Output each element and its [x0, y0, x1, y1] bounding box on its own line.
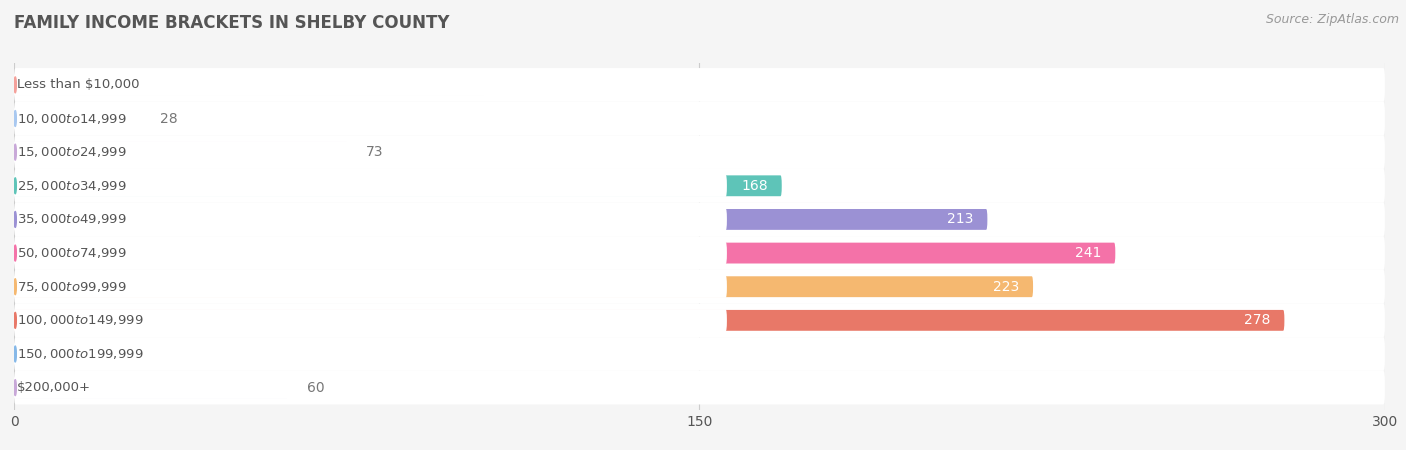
Text: 73: 73: [366, 145, 384, 159]
Text: 223: 223: [993, 280, 1019, 294]
Text: 168: 168: [741, 179, 768, 193]
Text: $75,000 to $99,999: $75,000 to $99,999: [17, 280, 127, 294]
Text: 28: 28: [160, 112, 179, 126]
FancyBboxPatch shape: [14, 141, 727, 163]
Circle shape: [14, 378, 17, 397]
Circle shape: [14, 243, 17, 263]
FancyBboxPatch shape: [14, 270, 1385, 304]
Text: 101: 101: [436, 347, 463, 361]
FancyBboxPatch shape: [14, 74, 727, 96]
FancyBboxPatch shape: [14, 175, 727, 197]
Circle shape: [14, 144, 17, 160]
Text: 241: 241: [1076, 246, 1102, 260]
Text: Source: ZipAtlas.com: Source: ZipAtlas.com: [1265, 14, 1399, 27]
Circle shape: [14, 178, 17, 194]
FancyBboxPatch shape: [14, 310, 1285, 331]
Text: 103: 103: [444, 78, 471, 92]
FancyBboxPatch shape: [14, 68, 1385, 102]
FancyBboxPatch shape: [14, 377, 727, 399]
Circle shape: [14, 77, 17, 93]
Circle shape: [14, 176, 17, 196]
Circle shape: [14, 312, 17, 328]
Circle shape: [14, 346, 17, 362]
FancyBboxPatch shape: [14, 243, 1115, 264]
Text: $200,000+: $200,000+: [17, 381, 91, 394]
FancyBboxPatch shape: [14, 276, 1033, 297]
FancyBboxPatch shape: [14, 108, 727, 130]
FancyBboxPatch shape: [14, 343, 727, 365]
Text: $10,000 to $14,999: $10,000 to $14,999: [17, 112, 127, 126]
FancyBboxPatch shape: [14, 176, 782, 196]
Circle shape: [14, 108, 17, 128]
Circle shape: [14, 111, 17, 126]
FancyBboxPatch shape: [14, 343, 475, 365]
Text: $25,000 to $34,999: $25,000 to $34,999: [17, 179, 127, 193]
FancyBboxPatch shape: [14, 74, 485, 95]
FancyBboxPatch shape: [14, 209, 987, 230]
FancyBboxPatch shape: [14, 337, 1385, 371]
FancyBboxPatch shape: [14, 236, 1385, 270]
FancyBboxPatch shape: [14, 377, 288, 398]
Circle shape: [14, 277, 17, 297]
FancyBboxPatch shape: [14, 142, 347, 162]
Circle shape: [14, 210, 17, 230]
Circle shape: [14, 75, 17, 95]
Circle shape: [14, 310, 17, 330]
Text: Less than $10,000: Less than $10,000: [17, 78, 139, 91]
FancyBboxPatch shape: [14, 304, 1385, 337]
FancyBboxPatch shape: [14, 275, 727, 298]
FancyBboxPatch shape: [14, 208, 727, 230]
FancyBboxPatch shape: [14, 108, 142, 129]
Text: $35,000 to $49,999: $35,000 to $49,999: [17, 212, 127, 226]
FancyBboxPatch shape: [14, 371, 1385, 405]
Text: $100,000 to $149,999: $100,000 to $149,999: [17, 313, 143, 327]
Text: $15,000 to $24,999: $15,000 to $24,999: [17, 145, 127, 159]
FancyBboxPatch shape: [14, 202, 1385, 236]
Circle shape: [14, 142, 17, 162]
FancyBboxPatch shape: [14, 309, 727, 332]
Text: $50,000 to $74,999: $50,000 to $74,999: [17, 246, 127, 260]
FancyBboxPatch shape: [14, 169, 1385, 202]
Text: $150,000 to $199,999: $150,000 to $199,999: [17, 347, 143, 361]
Circle shape: [14, 279, 17, 295]
Circle shape: [14, 212, 17, 227]
Circle shape: [14, 344, 17, 364]
Text: 278: 278: [1244, 313, 1271, 327]
FancyBboxPatch shape: [14, 242, 727, 264]
FancyBboxPatch shape: [14, 135, 1385, 169]
Circle shape: [14, 245, 17, 261]
Text: FAMILY INCOME BRACKETS IN SHELBY COUNTY: FAMILY INCOME BRACKETS IN SHELBY COUNTY: [14, 14, 450, 32]
Text: 60: 60: [307, 381, 325, 395]
Circle shape: [14, 380, 17, 396]
Text: 213: 213: [948, 212, 974, 226]
FancyBboxPatch shape: [14, 102, 1385, 135]
